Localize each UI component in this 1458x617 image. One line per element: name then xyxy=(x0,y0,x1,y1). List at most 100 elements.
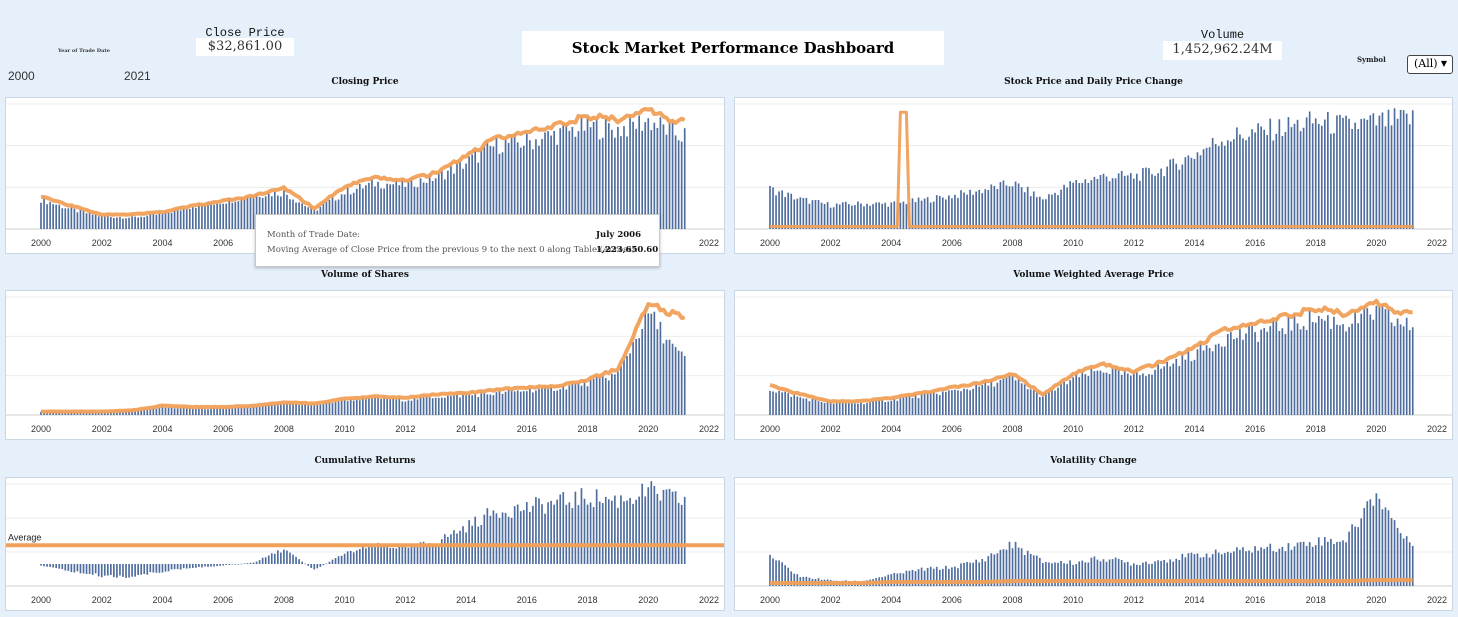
bar xyxy=(137,564,139,576)
bar xyxy=(516,390,519,415)
bar xyxy=(884,402,887,415)
bar xyxy=(173,210,176,229)
bar xyxy=(899,202,902,229)
trend-line xyxy=(41,302,686,414)
bar xyxy=(304,563,306,565)
year-start[interactable]: 2000 xyxy=(8,69,35,83)
bar xyxy=(1345,331,1347,415)
bar xyxy=(1248,550,1250,586)
bar xyxy=(365,185,367,229)
bar xyxy=(204,564,206,567)
bar xyxy=(805,197,808,229)
bar xyxy=(225,564,228,566)
bar xyxy=(656,493,659,564)
tooltip-ma-value: 1,223,650.60 xyxy=(596,245,659,255)
bar xyxy=(1163,366,1165,415)
bar xyxy=(626,500,628,564)
bar xyxy=(1072,564,1075,586)
bar xyxy=(772,187,774,229)
bar xyxy=(40,202,42,229)
bar xyxy=(1123,370,1126,415)
bar xyxy=(547,386,549,415)
bar xyxy=(589,502,592,564)
bar xyxy=(787,567,790,586)
bar xyxy=(113,564,115,578)
bar xyxy=(851,403,853,415)
bar xyxy=(128,410,130,415)
bar xyxy=(535,497,537,564)
bar xyxy=(920,393,923,415)
bar xyxy=(64,564,67,571)
cumulative-returns-panel: 2000 2002 2004 2006 2008 2010 2012 2014 2016 2018… xyxy=(5,477,725,611)
bar xyxy=(814,399,817,415)
trend-line xyxy=(769,577,1413,586)
x-tick-label: 2010 xyxy=(335,424,355,434)
bar xyxy=(501,152,504,229)
x-tick-label: 2002 xyxy=(821,595,841,605)
bar xyxy=(577,131,580,229)
bar xyxy=(146,564,149,575)
x-tick-label: 2018 xyxy=(1306,424,1326,434)
x-tick-label: 2000 xyxy=(760,238,780,248)
bar xyxy=(158,564,161,573)
bar xyxy=(252,406,255,415)
bar xyxy=(283,549,285,564)
bar xyxy=(498,391,501,415)
x-tick-label: 2004 xyxy=(152,595,172,605)
stock-price-chart[interactable]: 2000 2002 2004 2006 2008 2010 2012 2014 2016 2018… xyxy=(735,98,1452,253)
x-tick-label: 2008 xyxy=(274,424,294,434)
volatility-chart[interactable]: 2000 2002 2004 2006 2008 2010 2012 2014 2016 2018… xyxy=(735,478,1452,610)
bar xyxy=(1396,118,1399,229)
bar xyxy=(91,564,94,575)
bar xyxy=(1038,557,1041,586)
symbol-dropdown[interactable]: (All) ▼ xyxy=(1407,55,1453,74)
bar xyxy=(914,394,917,415)
bar xyxy=(325,563,328,565)
bar xyxy=(362,397,364,415)
bar xyxy=(1226,140,1229,229)
bar xyxy=(134,410,136,415)
bar xyxy=(1239,329,1241,415)
bar xyxy=(1327,111,1329,229)
bar xyxy=(647,313,650,415)
bar xyxy=(1263,129,1266,229)
bar xyxy=(832,207,835,229)
bar xyxy=(525,133,528,229)
bar xyxy=(1014,380,1017,415)
bar xyxy=(1105,176,1108,229)
bar xyxy=(929,566,932,586)
bar xyxy=(176,408,179,415)
bar xyxy=(978,562,981,586)
bar xyxy=(280,552,282,564)
bar xyxy=(1375,493,1378,586)
bar xyxy=(374,396,376,415)
bar xyxy=(1196,349,1199,415)
year-end[interactable]: 2021 xyxy=(124,69,151,83)
bar xyxy=(1054,192,1056,229)
bar xyxy=(1132,178,1135,229)
cumulative-returns-chart[interactable]: 2000 2002 2004 2006 2008 2010 2012 2014 2016 2018… xyxy=(6,478,724,610)
bar xyxy=(644,496,647,564)
volume-shares-chart[interactable]: 2000 2002 2004 2006 2008 2010 2012 2014 2016 2018… xyxy=(6,291,724,439)
bar xyxy=(146,409,149,415)
bar xyxy=(1290,127,1293,229)
bar xyxy=(1245,333,1247,415)
bar xyxy=(398,397,401,415)
bar xyxy=(769,554,771,586)
bar xyxy=(1148,564,1150,586)
bar xyxy=(519,147,522,229)
bar xyxy=(650,481,653,564)
bar xyxy=(173,408,176,415)
bar xyxy=(562,124,565,229)
bar xyxy=(243,407,246,415)
bar xyxy=(210,407,212,415)
bar xyxy=(1369,115,1372,229)
closing-price-title: Closing Price xyxy=(331,77,399,87)
bar xyxy=(1175,358,1178,415)
vwap-chart[interactable]: 2000 2002 2004 2006 2008 2010 2012 2014 2016 2018… xyxy=(735,291,1452,439)
bar xyxy=(456,162,458,229)
bar xyxy=(307,404,310,415)
bar xyxy=(1057,562,1059,586)
bar xyxy=(322,403,325,415)
closing-price-chart[interactable]: 2000200220042006200820102012201420162018… xyxy=(6,98,724,253)
